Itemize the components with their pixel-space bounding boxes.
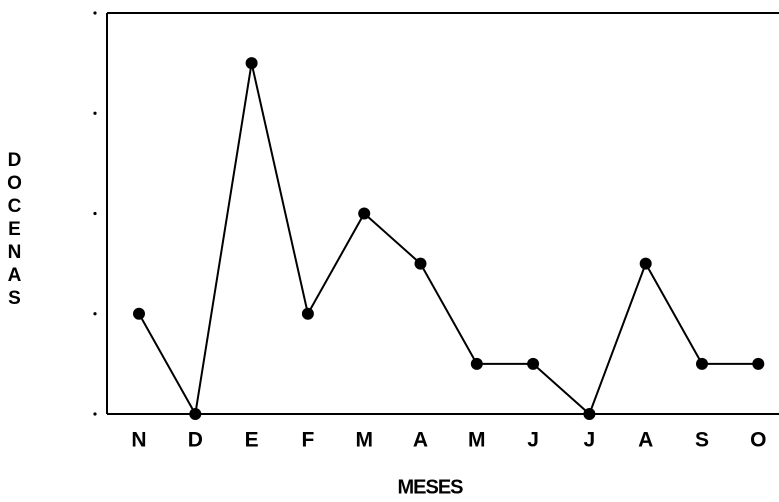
point <box>583 408 596 420</box>
point <box>639 257 652 270</box>
y-tick <box>93 412 97 416</box>
x-tick-label: S <box>695 429 709 452</box>
y-axis-label: DOCENAS <box>4 150 25 311</box>
x-tick-label: A <box>413 429 428 452</box>
point <box>527 357 540 370</box>
x-tick-label: A <box>638 429 653 452</box>
y-tick <box>93 11 97 15</box>
x-tick-label: M <box>468 429 486 452</box>
point <box>301 307 314 320</box>
point <box>470 357 483 370</box>
point <box>358 207 371 220</box>
x-axis-label: MESES <box>397 476 463 498</box>
point <box>752 357 765 370</box>
point <box>245 57 258 70</box>
x-tick-label: D <box>188 429 203 452</box>
point <box>189 408 202 420</box>
x-tick-label: O <box>750 429 766 452</box>
x-tick-label: F <box>301 429 314 452</box>
y-tick <box>93 312 97 316</box>
x-tick-label: E <box>245 429 259 452</box>
y-tick <box>93 211 97 216</box>
y-tick <box>93 111 97 115</box>
point <box>696 357 708 370</box>
point <box>414 257 427 270</box>
x-tick-label: J <box>527 429 539 452</box>
x-tick-label: N <box>131 429 146 452</box>
line <box>138 62 759 417</box>
point <box>133 307 145 320</box>
x-tick-label: M <box>355 429 373 452</box>
x-tick-label: J <box>584 429 596 452</box>
